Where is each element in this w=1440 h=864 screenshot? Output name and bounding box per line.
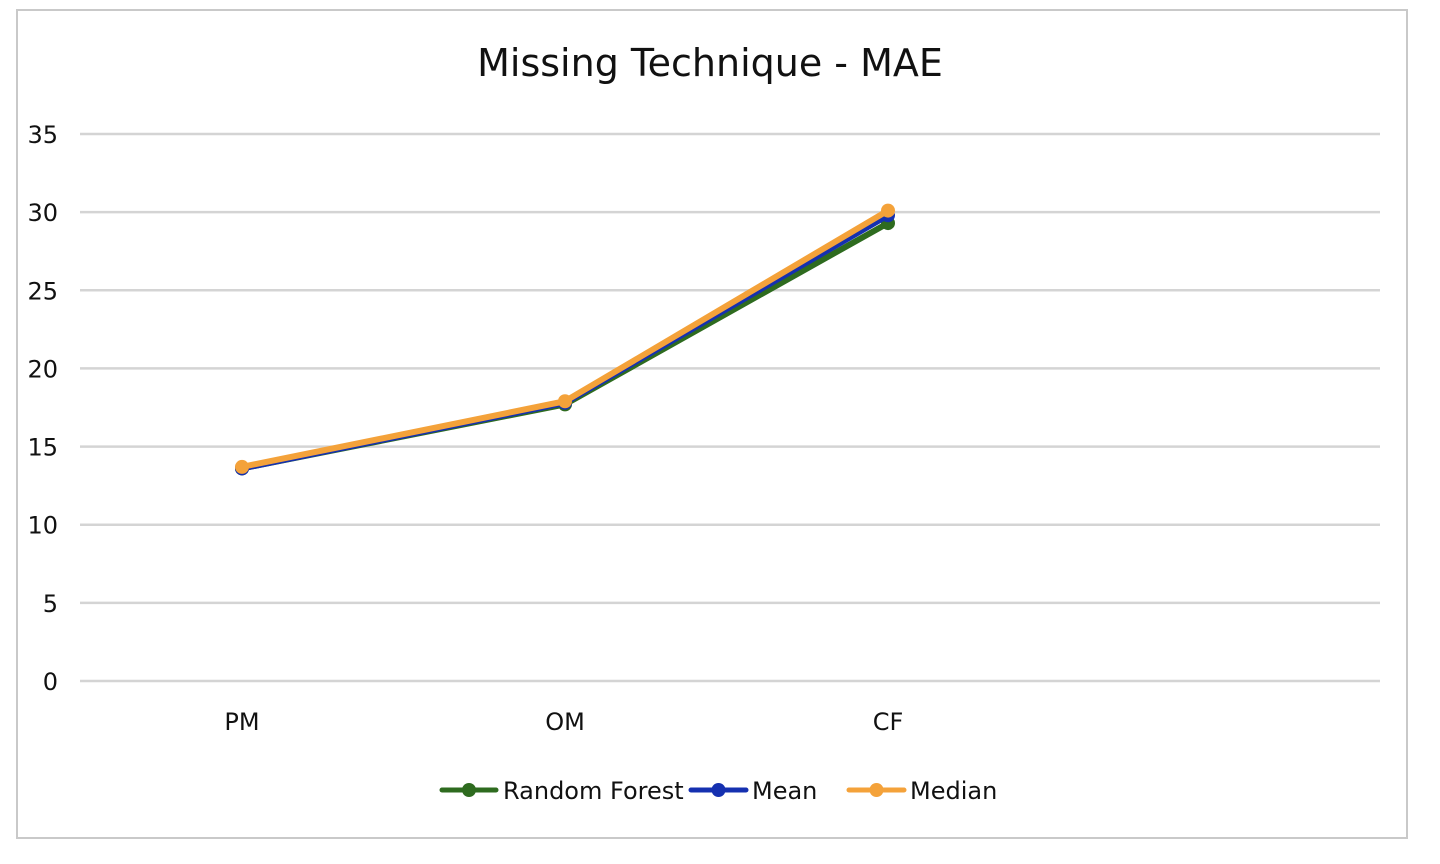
- chart-title: Missing Technique - MAE: [477, 41, 943, 85]
- series-line-0: [239, 220, 891, 472]
- series-lines: [235, 203, 895, 476]
- series-line-2: [239, 207, 891, 470]
- y-tick-label: 20: [27, 355, 58, 383]
- legend-swatch-marker: [462, 783, 476, 797]
- x-tick-label: CF: [873, 708, 904, 736]
- x-axis-ticks: PM OM CF: [224, 708, 903, 736]
- y-tick-label: 35: [27, 121, 58, 149]
- data-point: [558, 394, 572, 409]
- gridlines: [80, 132, 1380, 683]
- legend-swatch-marker: [711, 783, 726, 797]
- y-axis-ticks: 0 5 10 15 20 25 30 35: [27, 121, 58, 696]
- y-tick-label: 30: [27, 199, 58, 227]
- legend-label: Median: [910, 777, 997, 805]
- y-tick-label: 15: [27, 434, 58, 462]
- legend-swatch-marker: [869, 783, 884, 797]
- y-tick-label: 25: [27, 277, 58, 305]
- legend-label: Random Forest: [503, 777, 684, 805]
- y-tick-label: 5: [43, 590, 58, 618]
- y-tick-label: 0: [43, 668, 58, 696]
- x-tick-label: OM: [545, 708, 585, 736]
- series-line-1: [239, 212, 891, 472]
- legend: Random Forest Mean Median: [439, 777, 997, 805]
- data-point: [881, 203, 895, 218]
- y-tick-label: 10: [27, 512, 58, 540]
- chart-frame: [16, 9, 1408, 839]
- legend-label: Mean: [752, 777, 817, 805]
- data-point: [235, 459, 249, 474]
- x-tick-label: PM: [224, 708, 259, 736]
